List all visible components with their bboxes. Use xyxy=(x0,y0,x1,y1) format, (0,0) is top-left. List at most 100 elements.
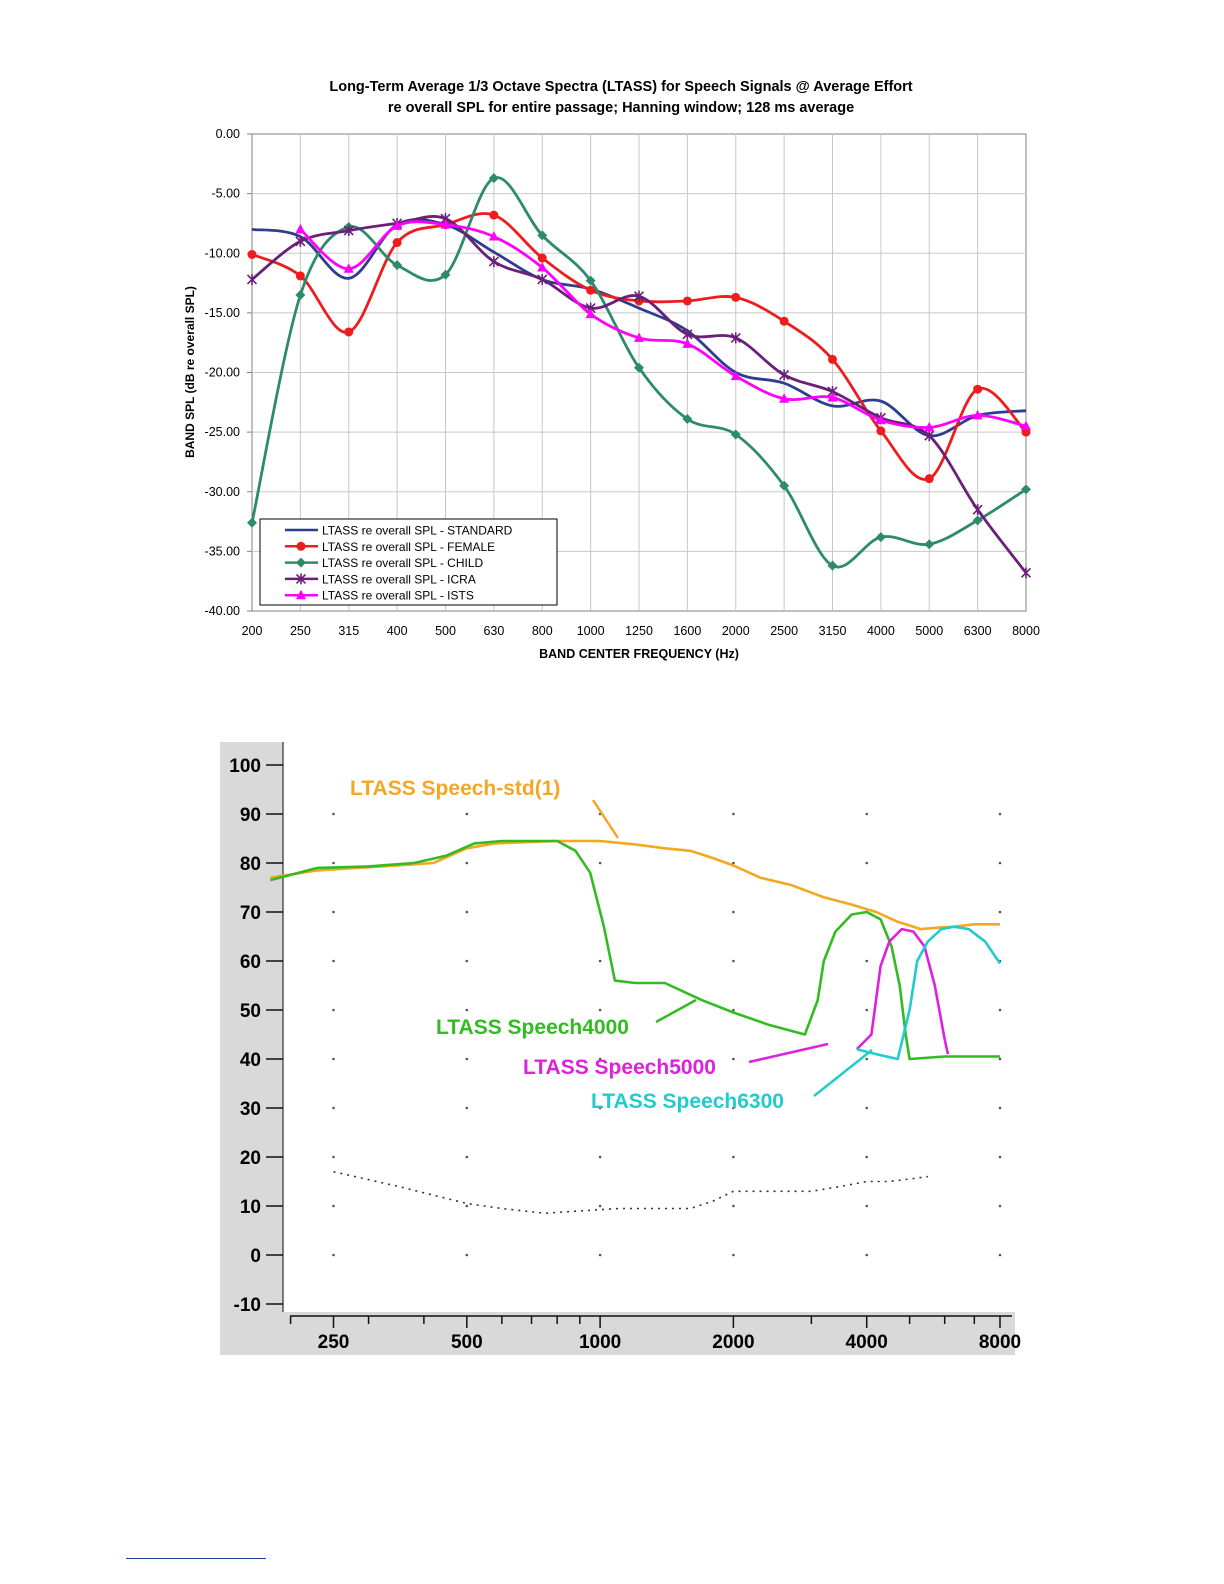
chart2-grid-dot xyxy=(998,1057,1002,1061)
chart1-data-point xyxy=(682,328,693,340)
chart1-title: Long-Term Average 1/3 Octave Spectra (LT… xyxy=(329,79,912,95)
chart2-series xyxy=(269,839,1002,1215)
chart2-series-line-2 xyxy=(855,927,950,1055)
chart1-data-point xyxy=(247,249,257,259)
chart2-grid-dot xyxy=(465,1057,469,1061)
chart2-y-tick-label: 40 xyxy=(240,1050,261,1071)
chart2-grid-dot xyxy=(732,959,735,963)
chart1-x-tick-label: 400 xyxy=(387,624,408,638)
chart1-data-point xyxy=(392,260,403,271)
chart2-y-tick-label: -10 xyxy=(234,1295,261,1316)
chart2-grid-dot xyxy=(465,1253,469,1257)
chart1-legend-marker xyxy=(296,557,306,568)
chart1-x-tick-label: 315 xyxy=(338,624,359,638)
chart1-x-tick-label: 4000 xyxy=(867,624,895,638)
chart1-y-tick-label: -10.00 xyxy=(205,246,240,260)
ltass-octave-chart: Long-Term Average 1/3 Octave Spectra (LT… xyxy=(183,79,1040,661)
chart1-y-tick-label: 0.00 xyxy=(216,127,240,141)
chart1-legend-label: LTASS re overall SPL - ISTS xyxy=(322,589,474,603)
chart1-x-tick-label: 500 xyxy=(435,624,456,638)
chart1-data-point xyxy=(828,354,837,364)
annotation-speech4000: LTASS Speech4000 xyxy=(436,1016,629,1039)
chart1-data-point xyxy=(488,173,499,184)
chart1-data-point xyxy=(779,393,790,403)
chart1-subtitle: re overall SPL for entire passage; Hanni… xyxy=(388,100,854,116)
chart2-y-tick-label: 70 xyxy=(240,903,261,924)
chart1-x-tick-label: 1250 xyxy=(625,624,653,638)
chart1-x-tick-label: 200 xyxy=(242,624,263,638)
chart1-data-point xyxy=(682,296,692,306)
chart2-grid-dot xyxy=(998,1253,1002,1257)
chart2-grid-dot xyxy=(465,910,469,914)
chart2-series-line-0 xyxy=(270,839,1000,931)
chart2-grid-dot xyxy=(598,1106,602,1110)
chart2-grid-dot xyxy=(332,861,335,865)
chart1-data-point xyxy=(488,231,499,241)
chart1-data-point xyxy=(586,285,596,295)
chart1-data-point xyxy=(343,263,354,273)
chart1-legend-label: LTASS re overall SPL - FEMALE xyxy=(322,540,495,554)
chart1-data-point xyxy=(585,308,596,319)
chart2-grid-dot xyxy=(732,1155,735,1159)
chart2-grid-dot xyxy=(598,1253,602,1257)
chart2-series-line-1 xyxy=(269,839,1000,1061)
chart2-grid-dot xyxy=(998,1008,1002,1012)
chart1-data-point xyxy=(392,220,403,230)
chart1-data-point xyxy=(633,290,645,302)
chart1-data-point xyxy=(246,273,258,285)
chart2-x-tick-label: 250 xyxy=(318,1332,350,1353)
chart1-data-point xyxy=(972,504,983,516)
chart2-grid-dot xyxy=(465,861,469,865)
chart1-data-point xyxy=(779,480,790,491)
annotation-speech-std-pointer xyxy=(591,799,620,839)
chart1-x-ticks: 200 250 315 400 500 630 800 1000 1250 1600 2000 250… xyxy=(242,624,1040,638)
chart1-data-point xyxy=(537,230,548,241)
chart1-series-4 xyxy=(295,219,1031,432)
chart2-grid-dot xyxy=(332,959,335,963)
chart1-data-point xyxy=(537,262,548,272)
chart1-data-point xyxy=(827,560,838,571)
chart1-data-point xyxy=(973,384,983,394)
chart1-x-tick-label: 6300 xyxy=(964,624,992,638)
chart1-y-tick-label: -15.00 xyxy=(205,306,240,320)
chart2-grid-dot xyxy=(465,959,469,963)
chart1-legend-marker xyxy=(295,573,307,585)
chart1-data-point xyxy=(440,219,451,229)
chart1-x-tick-label: 3150 xyxy=(819,624,847,638)
chart2-x-tick-label: 500 xyxy=(451,1332,483,1353)
chart1-x-axis-label: BAND CENTER FREQUENCY (Hz) xyxy=(539,647,739,661)
chart1-y-tick-label: -5.00 xyxy=(212,187,241,201)
chart2-grid-dot xyxy=(332,1057,335,1061)
chart2-grid-dot xyxy=(332,1106,335,1110)
chart1-series xyxy=(246,173,1032,579)
chart1-legend-marker xyxy=(296,541,306,551)
chart1-data-point xyxy=(924,421,935,432)
chart2-grid-dot xyxy=(598,1057,602,1061)
chart1-y-tick-label: -25.00 xyxy=(205,425,240,439)
chart1-data-point xyxy=(247,517,257,528)
annotation-speech5000-pointer xyxy=(748,1042,829,1064)
chart2-grid-dot xyxy=(732,812,735,816)
chart2-y-tick-label: 80 xyxy=(240,854,261,875)
chart1-data-point xyxy=(1021,484,1031,495)
chart1-data-point xyxy=(730,429,741,440)
chart1-data-point xyxy=(924,430,935,442)
chart1-data-point xyxy=(295,235,306,247)
chart1-data-point xyxy=(440,269,451,280)
chart1-legend: LTASS re overall SPL - STANDARD LTASS re … xyxy=(259,518,558,606)
annotation-speech5000: LTASS Speech5000 xyxy=(523,1056,716,1079)
chart2-x-ticks: 250 500 1000 2000 4000 8000 xyxy=(289,1316,1021,1353)
chart1-data-point xyxy=(634,362,644,373)
chart1-legend-label: LTASS re overall SPL - CHILD xyxy=(322,556,483,570)
footnote-rule xyxy=(126,1558,266,1559)
chart2-y-tick-label: 100 xyxy=(229,756,261,777)
chart2-x-tick-label: 1000 xyxy=(579,1332,621,1353)
chart1-series-3 xyxy=(246,213,1032,579)
chart1-data-point xyxy=(682,338,693,348)
chart2-grid-dot xyxy=(865,861,868,865)
chart1-data-point xyxy=(1021,420,1031,431)
chart1-data-point xyxy=(295,223,306,234)
chart1-data-point xyxy=(731,292,741,302)
chart2-grid-dot xyxy=(598,1204,602,1208)
chart1-data-point xyxy=(1020,567,1032,579)
